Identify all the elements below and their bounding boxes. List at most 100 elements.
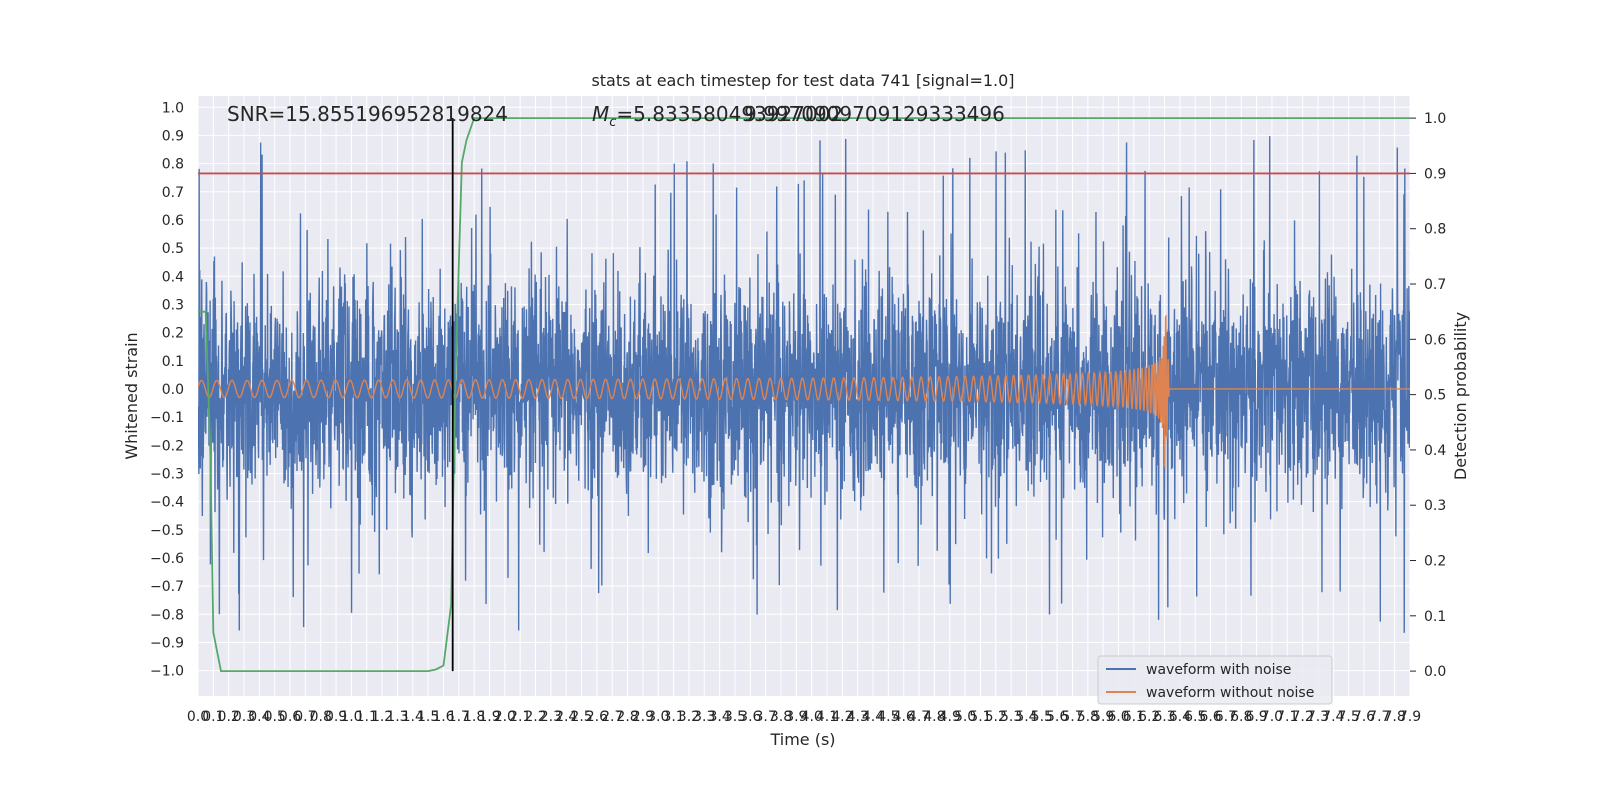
x-tick-label: 1.3 [386, 709, 408, 725]
x-tick-label: 7.3 [1307, 709, 1329, 725]
y-tick-label: 0.5 [162, 241, 184, 257]
x-tick-label: 7.2 [1291, 709, 1313, 725]
mc-annotation: Mc=5.833580493927002 [592, 102, 843, 130]
x-tick-label: 3.9 [785, 709, 807, 725]
x-tick-label: 1.9 [478, 709, 500, 725]
x-tick-label: 1.5 [417, 709, 439, 725]
y2-tick-label: 0.5 [1424, 388, 1446, 404]
legend: waveform with noise waveform without noi… [1097, 655, 1333, 705]
x-tick-label: 4.6 [893, 709, 915, 725]
x-tick-label: 6.9 [1245, 709, 1267, 725]
x-tick-label: 6.1 [1123, 709, 1145, 725]
x-tick-label: 5.9 [1092, 709, 1114, 725]
y-tick-label: 0.0 [162, 382, 184, 398]
mc-subscript: c [609, 115, 616, 130]
y2-tick-label: 0.4 [1424, 443, 1446, 459]
x-tick-label: 2.0 [494, 709, 516, 725]
x-tick-label: 5.3 [1000, 709, 1022, 725]
x-tick-label: 6.4 [1169, 709, 1191, 725]
x-tick-label: 3.3 [693, 709, 715, 725]
x-tick-label: 3.6 [739, 709, 761, 725]
x-tick-label: 4.8 [923, 709, 945, 725]
x-tick-label: 5.0 [954, 709, 976, 725]
x-tick-label: 5.1 [969, 709, 991, 725]
x-tick-label: 1.8 [463, 709, 485, 725]
x-tick-label: 0.2 [218, 709, 240, 725]
x-tick-label: 0.1 [202, 709, 224, 725]
x-tick-label: 6.0 [1107, 709, 1129, 725]
x-tick-label: 1.1 [356, 709, 378, 725]
x-axis-ticks: 0.00.10.20.30.40.50.60.70.80.91.01.11.21… [187, 709, 1421, 725]
x-tick-label: 6.6 [1199, 709, 1221, 725]
y-tick-label: −0.7 [150, 579, 184, 595]
x-tick-label: 1.7 [448, 709, 470, 725]
y2-tick-label: 0.7 [1424, 277, 1446, 293]
y-tick-label: −0.5 [150, 523, 184, 539]
y-tick-label: −0.3 [150, 466, 184, 482]
snr-annotation: SNR=15.855196952819824 [227, 102, 508, 126]
x-tick-label: 7.8 [1384, 709, 1406, 725]
legend-label-noise: waveform with noise [1146, 662, 1291, 678]
x-tick-label: 5.6 [1046, 709, 1068, 725]
x-tick-label: 4.5 [877, 709, 899, 725]
x-tick-label: 0.8 [310, 709, 332, 725]
x-tick-label: 0.5 [264, 709, 286, 725]
x-tick-label: 0.0 [187, 709, 209, 725]
x-tick-label: 5.5 [1031, 709, 1053, 725]
x-tick-label: 3.5 [724, 709, 746, 725]
x-tick-label: 4.3 [847, 709, 869, 725]
y2-tick-label: 0.9 [1424, 166, 1446, 182]
series-waveform-without-noise [198, 314, 1410, 468]
x-tick-label: 2.1 [509, 709, 531, 725]
x-axis-label: Time (s) [769, 730, 835, 749]
x-tick-label: 4.2 [831, 709, 853, 725]
x-tick-label: 1.2 [371, 709, 393, 725]
x-tick-label: 4.4 [862, 709, 884, 725]
x-tick-label: 2.2 [524, 709, 546, 725]
x-tick-label: 0.7 [294, 709, 316, 725]
x-tick-label: 3.2 [678, 709, 700, 725]
y-tick-label: −0.4 [150, 495, 184, 511]
x-tick-label: 5.4 [1015, 709, 1037, 725]
x-tick-label: 6.8 [1230, 709, 1252, 725]
x-tick-label: 5.7 [1061, 709, 1083, 725]
x-tick-label: 1.0 [340, 709, 362, 725]
mc-symbol: M [592, 102, 609, 126]
x-tick-label: 4.9 [939, 709, 961, 725]
x-tick-label: 3.4 [708, 709, 730, 725]
x-tick-label: 7.7 [1368, 709, 1390, 725]
y-tick-label: 1.0 [162, 100, 184, 116]
x-tick-label: 1.4 [402, 709, 424, 725]
mc-value: =5.833580493927002 [616, 102, 843, 126]
y-axis-ticks: 1.0 0.9 0.8 0.7 0.6 0.5 0.4 0.3 0.2 0.1 0.0 −0.1 −0.… [150, 100, 184, 679]
x-tick-label: 0.4 [248, 709, 270, 725]
x-tick-label: 2.8 [616, 709, 638, 725]
y2-tick-label: 0.0 [1424, 664, 1446, 680]
x-tick-label: 3.1 [662, 709, 684, 725]
x-tick-label: 2.3 [540, 709, 562, 725]
y2-tick-label: 0.2 [1424, 554, 1446, 570]
y-tick-label: −0.1 [150, 410, 184, 426]
x-tick-label: 7.1 [1276, 709, 1298, 725]
x-tick-label: 6.7 [1215, 709, 1237, 725]
y-tick-label: 0.6 [162, 213, 184, 229]
x-tick-label: 1.6 [432, 709, 454, 725]
y-tick-label: −0.2 [150, 438, 184, 454]
x-tick-label: 2.6 [586, 709, 608, 725]
y2-tick-label: 0.6 [1424, 332, 1446, 348]
x-tick-label: 2.4 [555, 709, 577, 725]
x-tick-label: 2.5 [570, 709, 592, 725]
x-tick-label: 5.2 [985, 709, 1007, 725]
y-tick-label: −1.0 [150, 664, 184, 680]
y-tick-label: 0.8 [162, 157, 184, 173]
x-tick-label: 0.3 [233, 709, 255, 725]
series-waveform-with-noise [198, 136, 1410, 633]
y2-tick-label: 0.3 [1424, 498, 1446, 514]
x-tick-label: 6.5 [1184, 709, 1206, 725]
x-tick-label: 7.6 [1353, 709, 1375, 725]
y-axis-label: Whitened strain [122, 332, 141, 459]
x-tick-label: 2.9 [632, 709, 654, 725]
legend-box [1097, 655, 1333, 705]
